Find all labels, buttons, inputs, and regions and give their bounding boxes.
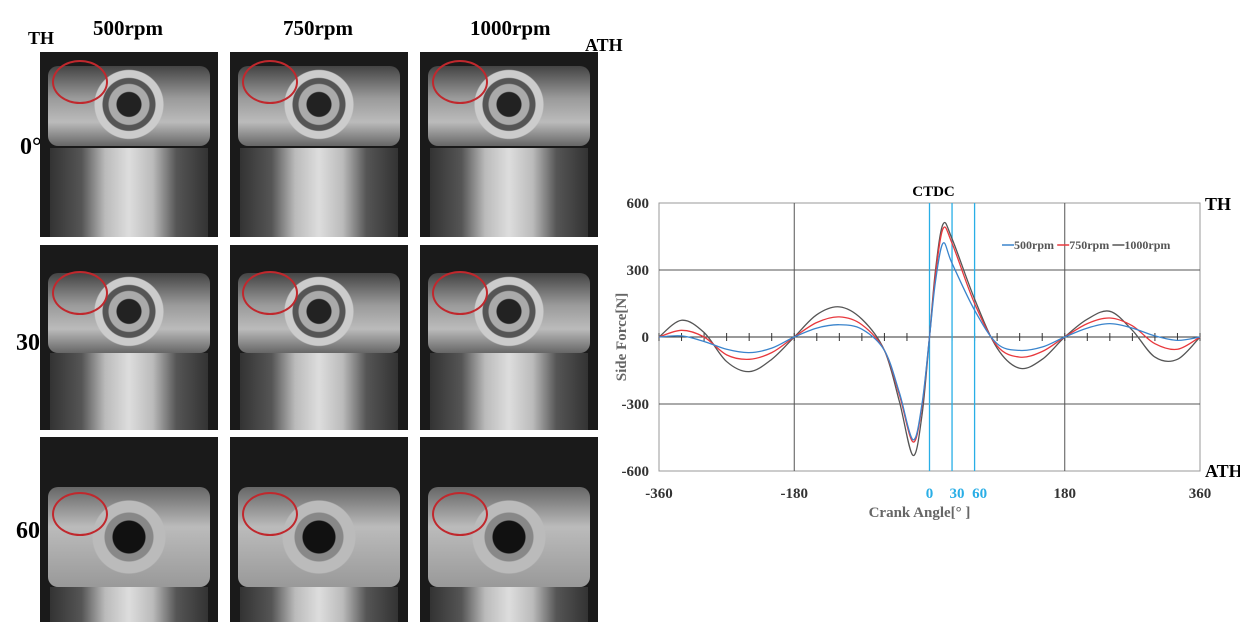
x-tick-label: -360 — [645, 486, 673, 502]
y-tick-label: 600 — [627, 196, 650, 212]
ath-axis-label: ATH — [1205, 461, 1240, 481]
legend-label-1000rpm: 1000rpm — [1124, 238, 1170, 252]
piston-photo-row1-col1 — [40, 52, 218, 237]
marker-label-0: 0 — [926, 486, 934, 502]
piston-photo-row2-col2 — [230, 245, 408, 430]
y-tick-label: -600 — [622, 464, 650, 480]
legend-label-750rpm: 750rpm — [1069, 238, 1109, 252]
highlight-circle — [52, 492, 108, 536]
col-label-1000: 1000rpm — [470, 16, 551, 40]
y-tick-label: 0 — [642, 330, 650, 346]
legend-label-500rpm: 500rpm — [1014, 238, 1054, 252]
ath-label: ATH — [585, 35, 623, 55]
y-tick-label: 300 — [627, 263, 650, 279]
piston-photo-row3-col1 — [40, 437, 218, 622]
highlight-circle — [242, 60, 298, 104]
highlight-circle — [242, 492, 298, 536]
highlight-circle — [242, 271, 298, 315]
series-line-500rpm — [658, 242, 1201, 441]
piston-photo-row3-col2 — [230, 437, 408, 622]
x-axis-label: Crank Angle[° ] — [869, 505, 971, 521]
highlight-circle — [432, 60, 488, 104]
piston-photo-row2-col3 — [420, 245, 598, 430]
highlight-circle — [52, 271, 108, 315]
y-tick-label: -300 — [622, 397, 650, 413]
piston-photo-row1-col3 — [420, 52, 598, 237]
ctdc-label: CTDC — [912, 184, 955, 200]
y-axis-label: Side Force[N] — [614, 293, 630, 381]
row-label-0: 0° — [20, 134, 42, 160]
th-axis-label: TH — [1205, 194, 1231, 214]
col-label-500: 500rpm — [93, 16, 163, 40]
side-force-chart: 0 30 60 600 300 0 -300 -600 -360 -180 180 360 Crank … — [614, 184, 1240, 521]
highlight-circle — [432, 492, 488, 536]
col-label-750: 750rpm — [283, 16, 353, 40]
x-tick-label: 360 — [1189, 486, 1212, 502]
highlight-circle — [52, 60, 108, 104]
piston-photo-row3-col3 — [420, 437, 598, 622]
piston-photo-row2-col1 — [40, 245, 218, 430]
piston-photo-row1-col2 — [230, 52, 408, 237]
highlight-circle — [432, 271, 488, 315]
x-tick-label: 180 — [1054, 486, 1077, 502]
marker-label-30: 30 — [950, 486, 965, 502]
marker-label-60: 60 — [972, 486, 987, 502]
x-tick-label: -180 — [781, 486, 809, 502]
th-label: TH — [28, 28, 55, 48]
